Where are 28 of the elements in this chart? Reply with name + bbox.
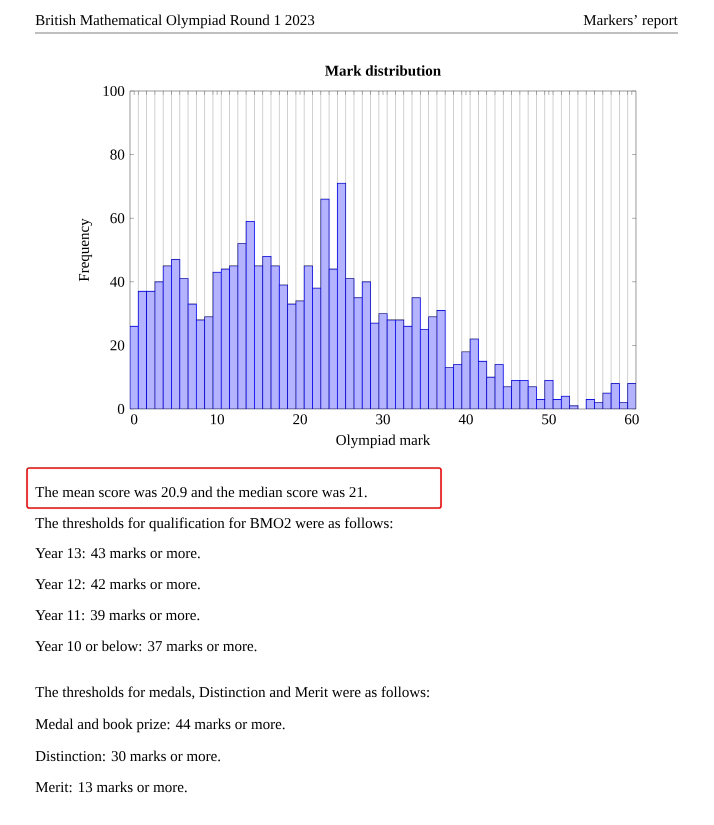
text: The thresholds for qualification for BMO2 were as follows: bbox=[35, 517, 392, 532]
x-tick-label: 60 bbox=[624, 414, 639, 424]
y-tick-label: 100 bbox=[104, 86, 124, 96]
text: British Mathematical Olympiad Round 1 2023 bbox=[36, 14, 314, 28]
text: Merit: 13 marks or more. bbox=[36, 782, 187, 792]
chart-title: Mark distribution bbox=[325, 65, 441, 76]
y-axis-title: Frequency bbox=[79, 218, 92, 282]
text: Year 12: 42 marks or more. bbox=[35, 578, 200, 590]
x-tick-label: 40 bbox=[458, 414, 473, 424]
x-tick-label: 10 bbox=[210, 414, 224, 424]
text: Year 13: 43 marks or more. bbox=[35, 548, 200, 558]
x-tick-label: 50 bbox=[542, 414, 556, 424]
text: Medal and book prize: 44 marks or more. bbox=[36, 718, 285, 732]
text: The mean score was 20.9 and the median score was 21. bbox=[35, 486, 367, 498]
text: Distinction: 30 marks or more. bbox=[36, 750, 220, 762]
y-tick-label: 0 bbox=[118, 404, 124, 414]
y-tick-label: 20 bbox=[110, 340, 124, 350]
x-tick-label: 20 bbox=[293, 414, 307, 424]
text: Year 10 or below: 37 marks or more. bbox=[35, 640, 256, 652]
x-axis-title: Olympiad mark bbox=[336, 434, 430, 448]
y-tick-label: 60 bbox=[110, 213, 124, 224]
y-tick-label: 80 bbox=[110, 150, 124, 160]
text: Markers’ report bbox=[584, 14, 678, 28]
x-tick-label: 30 bbox=[376, 414, 390, 424]
text: Year 11: 39 marks or more. bbox=[35, 610, 200, 620]
y-tick-label: 40 bbox=[110, 276, 124, 287]
x-tick-label: 0 bbox=[130, 414, 138, 424]
text: The thresholds for medals, Distinction and Merit were as follows: bbox=[35, 686, 429, 700]
